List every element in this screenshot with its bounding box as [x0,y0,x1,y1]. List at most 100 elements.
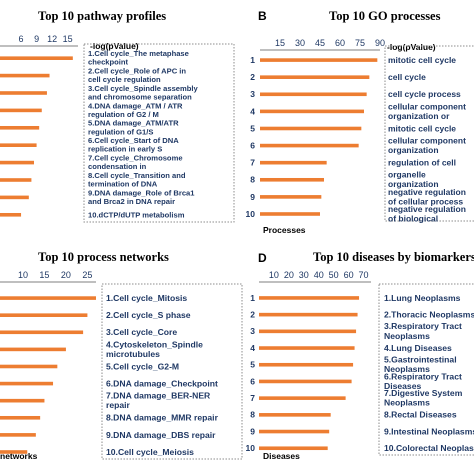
panel-title: Top 10 GO processes [329,9,441,23]
bar [259,379,352,384]
x-axis-label: -log(pValue) [387,42,436,52]
bar [0,160,34,165]
bar-label-line: cell cycle process [388,89,461,99]
bar [0,125,40,130]
bar-label-line: and chromosome separation [88,92,192,101]
bar [260,195,322,199]
bar-label-line: Diseases [384,381,421,391]
pathway-chart: 6 9 12 15 -log(pValue)1.Cell cycle_The metap… [0,34,235,223]
bar-label: 4.Cytoskeleton_Spindle microtubules [106,339,203,359]
bar-label-line: mitotic cell cycle [388,55,456,65]
bar-label-line: organization or [388,111,450,121]
disease-chart: 10 20 30 40 50 60 70 Diseases 1 1.Lung Neoplasms 2… [246,270,474,461]
x-tick-label: 70 [359,270,369,280]
panel-a: Top 10 pathway profiles 6 9 12 15 -log(pValu… [0,0,237,237]
bar-label: 6.Cell cycle_Start of DNA replication in … [88,136,179,154]
bar-label: 3.Cell cycle_Core [106,327,177,337]
bar-label: negative regulation of biological [388,204,466,224]
bar [0,433,36,437]
bar [0,212,22,217]
bar-label-line: negative regulation [388,204,466,214]
bar-label: 9.DNA damage_Role of Brca1 and Brca2 in D… [88,188,195,206]
bar-label: 4.DNA damage_ATM / ATR regulation of G2 /… [88,101,183,119]
bar [0,450,28,454]
x-tick-label: 90 [375,38,385,48]
x-tick-label: 45 [315,38,325,48]
bar-label: 10.dCTP/dUTP metabolism [88,211,185,220]
bar-label-line: checkpoint [88,58,129,67]
bar-label-line: 2.Thoracic Neoplasms [384,310,474,320]
bar-label-line: cellular component [388,101,466,111]
bar-label: organelle organization [388,170,439,190]
bar-label: 3.Cell cycle_Spindle assembly and chromos… [88,84,199,102]
panel-b: B Top 10 GO processes 15 30 45 60 75 90 -log(p… [237,0,474,237]
bar-label-line: 10.Cell cycle_Meiosis [106,447,194,457]
bar-label: 9.Intestinal Neoplasms [384,426,474,436]
x-tick-label: 60 [335,38,345,48]
bar [259,329,357,334]
bar-label-line: 7.Cell cycle_Chromosome [88,153,183,162]
x-tick-label: 30 [299,270,309,280]
bar-label-line: 2.Cell cycle_S phase [106,310,191,320]
category-label: 7 [250,158,255,168]
bar [0,73,50,78]
bar [259,312,358,317]
category-label: 6 [250,376,255,386]
category-label: 2 [250,72,255,82]
x-tick-label: 60 [344,270,354,280]
bar-label-line: 3.Respiratory Tract [384,321,462,331]
bar [0,56,73,60]
category-label: 1 [250,55,255,65]
bar-label-line: cell cycle regulation [88,75,161,84]
bar [260,160,327,165]
x-tick-label: 12 [47,34,57,44]
x-tick-label: 9 [34,34,39,44]
bar-label-line: 9.DNA damage_Role of Brca1 [88,188,195,197]
bar-label: 3.Respiratory Tract Neoplasms [384,321,462,341]
panel-c: Top 10 process networks 10 15 20 25 networks… [0,237,243,474]
bar-label: 5.DNA damage_ATM/ATR regulation of G1/S [88,119,179,137]
bar [0,178,32,182]
bar-label-line: 1.Lung Neoplasms [384,293,461,303]
bar-label: 5.Gastrointestinal Neoplasms [384,355,457,375]
bar-label: 9.DNA damage_DBS repair [106,430,216,440]
bar [0,313,88,317]
category-label: 5 [250,360,255,370]
bar-label: regulation of cell [388,158,456,168]
bar-label-line: regulation of cell [388,158,456,168]
bar-label-line: regulation of G1/S [88,127,153,136]
bar [0,296,96,300]
bar-label-line: Neoplasms [384,364,430,374]
bar [260,126,362,131]
bar-label-line: 5.Gastrointestinal [384,355,457,365]
bar-label-line: 3.Cell cycle_Spindle assembly [88,84,199,93]
bar-label: mitotic cell cycle [388,123,456,133]
category-label: 3 [250,326,255,336]
category-label: 4 [250,343,255,353]
category-label: 7 [250,393,255,403]
bar [260,143,359,148]
y-axis-label: Processes [263,225,306,235]
bar-label-line: 10.Colorectal Neoplasms [384,443,474,453]
bar [0,347,66,352]
bar-label-line: replication in early S [88,145,162,154]
bar [0,398,45,403]
panel-letter: B [258,9,267,23]
bar [259,396,346,400]
bar-label: 7.DNA damage_BER-NER repair [106,391,211,411]
x-tick-label: 6 [19,34,24,44]
bar [259,346,355,350]
category-label: 8 [250,410,255,420]
bar-label: 2.Cell cycle_Role of APC in cell cycle re… [88,66,186,84]
bar-label: 6.DNA damage_Checkpoint [106,378,218,388]
bar-label-line: repair [106,400,131,410]
x-tick-label: 15 [275,38,285,48]
bar-label-line: 8.DNA damage_MMR repair [106,413,219,423]
bar-label-line: 7.DNA damage_BER-NER [106,391,211,401]
bar [0,330,84,335]
bar-label: negative regulation of cellular process [388,187,466,207]
panel-d: D Top 10 diseases by biomarkers 10 20 30 40… [237,237,474,474]
bar-label-line: 6.DNA damage_Checkpoint [106,378,218,388]
bar [0,415,41,420]
x-tick-label: 10 [18,270,28,280]
